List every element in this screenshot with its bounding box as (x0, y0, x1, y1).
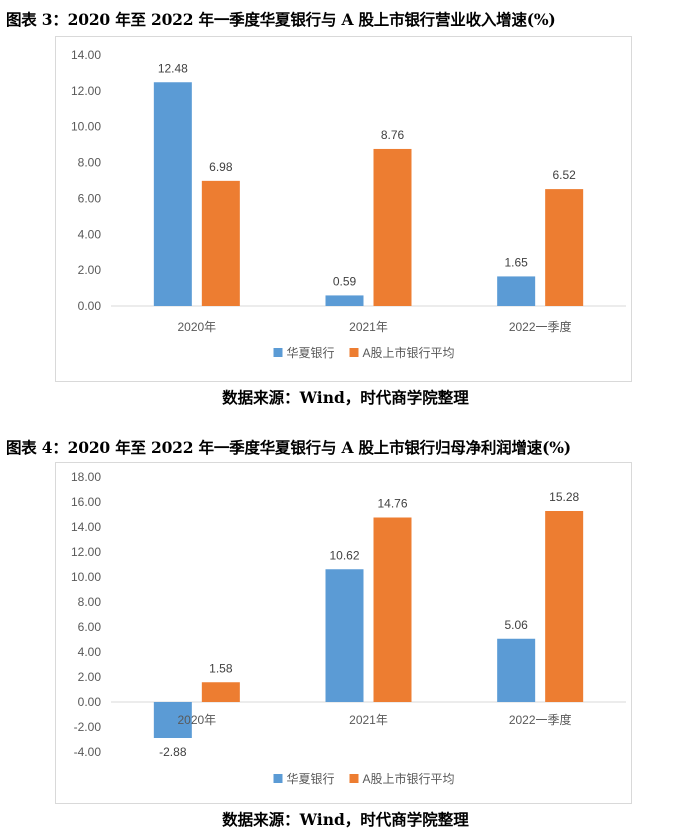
chart-4-svg: -4.00 -2.00 0.00 2.00 4.00 6.00 8.00 10.00 12.00… (71, 470, 626, 786)
y-tick-label: 2.00 (78, 670, 102, 684)
figure-4-source: 数据来源：Wind，时代商学院整理 (222, 810, 469, 829)
y-tick-label: 10.00 (71, 120, 101, 134)
y-tick-label: 12.00 (71, 545, 101, 559)
x-category-label: 2022一季度 (509, 712, 572, 727)
bar-2 (201, 682, 240, 702)
bar-1 (325, 569, 364, 702)
data-label: 6.98 (209, 160, 233, 174)
data-label: 1.58 (209, 661, 233, 675)
legend-swatch (273, 348, 283, 357)
legend-label: 华夏银行 (287, 346, 335, 360)
y-tick-label: 2.00 (78, 263, 102, 277)
bar-1 (153, 82, 192, 306)
bar-2 (201, 180, 240, 306)
legend-label: A股上市银行平均 (363, 345, 455, 360)
bar-1 (497, 638, 536, 702)
y-tick-label: 10.00 (71, 570, 101, 584)
y-tick-label: 4.00 (78, 645, 102, 659)
bar-2 (545, 189, 584, 306)
bar-2 (545, 511, 584, 702)
legend-label: A股上市银行平均 (363, 771, 455, 786)
y-tick-label: 12.00 (71, 84, 101, 98)
data-label: -2.88 (159, 745, 187, 759)
y-tick-label: 4.00 (78, 227, 102, 241)
x-category-label: 2021年 (349, 320, 388, 334)
legend-label: 华夏银行 (287, 772, 335, 786)
data-label: 15.28 (549, 490, 579, 504)
x-category-label: 2021年 (349, 713, 388, 727)
figure-4-chart: -4.00 -2.00 0.00 2.00 4.00 6.00 8.00 10.00 12.00… (55, 462, 632, 804)
figure-3-title: 图表 3：2020 年至 2022 年一季度华夏银行与 A 股上市银行营业收入增… (6, 10, 556, 29)
y-tick-label: 14.00 (71, 520, 101, 534)
data-label: 0.59 (333, 274, 357, 288)
legend-swatch (273, 774, 283, 783)
y-tick-label: 18.00 (71, 470, 101, 484)
data-label: 6.52 (552, 168, 576, 182)
x-category-label: 2022一季度 (509, 319, 572, 334)
x-category-label: 2020年 (177, 713, 216, 727)
data-label: 1.65 (504, 255, 528, 269)
y-tick-label: 6.00 (78, 620, 102, 634)
y-tick-label: 0.00 (78, 695, 102, 709)
bar-1 (325, 295, 364, 306)
bar-1 (497, 276, 536, 306)
data-label: 14.76 (377, 497, 407, 511)
data-label: 10.62 (329, 548, 359, 562)
data-label: 8.76 (381, 128, 405, 142)
bar-2 (373, 148, 412, 306)
y-tick-label: -4.00 (74, 745, 102, 759)
bar-1 (153, 702, 192, 738)
y-tick-label: 8.00 (78, 156, 102, 170)
figure-4-title: 图表 4：2020 年至 2022 年一季度华夏银行与 A 股上市银行归母净利润… (6, 438, 571, 457)
legend-swatch (349, 348, 359, 357)
x-category-label: 2020年 (177, 320, 216, 334)
y-tick-label: 16.00 (71, 495, 101, 509)
y-tick-label: 14.00 (71, 48, 101, 62)
data-label: 5.06 (504, 618, 528, 632)
legend-swatch (349, 774, 359, 783)
y-tick-label: 8.00 (78, 595, 102, 609)
figure-3-chart: 0.00 2.00 4.00 6.00 8.00 10.00 12.00 14.00 12.48… (55, 36, 632, 382)
y-tick-label: 0.00 (78, 299, 102, 313)
bar-2 (373, 517, 412, 702)
figure-3-source: 数据来源：Wind，时代商学院整理 (222, 388, 469, 407)
data-label: 12.48 (158, 61, 188, 75)
y-tick-label: -2.00 (74, 720, 102, 734)
chart-3-svg: 0.00 2.00 4.00 6.00 8.00 10.00 12.00 14.00 12.48… (71, 48, 626, 360)
y-tick-label: 6.00 (78, 191, 102, 205)
